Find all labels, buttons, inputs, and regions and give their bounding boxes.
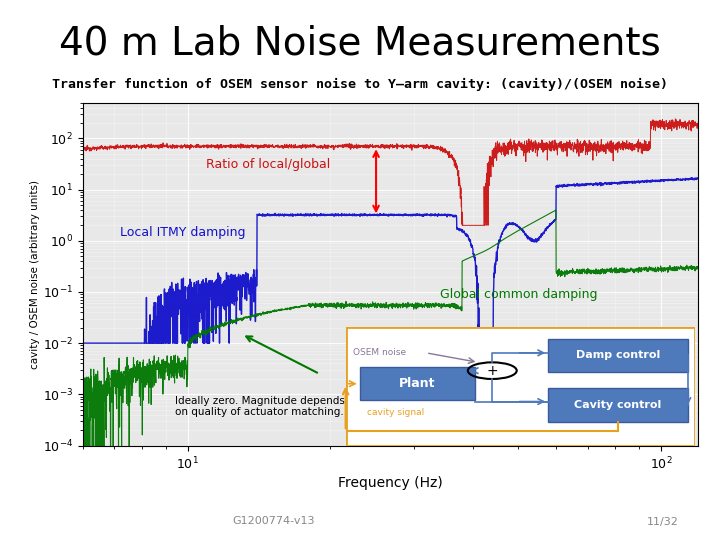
Text: Global common damping: Global common damping (440, 288, 598, 301)
Text: 11/32: 11/32 (647, 516, 678, 526)
X-axis label: Frequency (Hz): Frequency (Hz) (338, 476, 443, 490)
Text: Ideally zero. Magnitude depends
on quality of actuator matching.: Ideally zero. Magnitude depends on quali… (175, 396, 345, 417)
FancyBboxPatch shape (548, 388, 688, 422)
FancyBboxPatch shape (548, 339, 688, 372)
Y-axis label: cavity / OSEM noise (arbitrary units): cavity / OSEM noise (arbitrary units) (30, 179, 40, 368)
Text: 40 m Lab Noise Measurements: 40 m Lab Noise Measurements (59, 24, 661, 62)
FancyBboxPatch shape (359, 367, 474, 400)
Text: Local ITMY damping: Local ITMY damping (120, 226, 246, 239)
FancyBboxPatch shape (346, 327, 695, 446)
Text: +: + (487, 363, 498, 377)
Text: Cavity control: Cavity control (575, 400, 662, 410)
Text: Plant: Plant (399, 377, 436, 390)
Text: cavity signal: cavity signal (366, 408, 424, 417)
Text: OSEM noise: OSEM noise (353, 348, 405, 357)
Text: Damp control: Damp control (576, 350, 660, 360)
Text: Ratio of local/global: Ratio of local/global (206, 158, 330, 171)
Text: Transfer function of OSEM sensor noise to Y–arm cavity: (cavity)/(OSEM noise): Transfer function of OSEM sensor noise t… (52, 78, 668, 91)
Text: G1200774-v13: G1200774-v13 (233, 516, 315, 526)
